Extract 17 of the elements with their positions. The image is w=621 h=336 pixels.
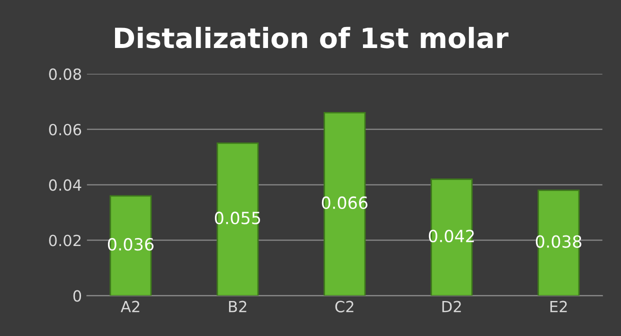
bar xyxy=(110,195,152,296)
data-label: 0.038 xyxy=(536,235,582,248)
y-tick-label: 0 xyxy=(73,290,82,302)
x-tick-label: B2 xyxy=(229,300,246,312)
y-tick-label: 0.02 xyxy=(49,234,81,246)
bar xyxy=(538,190,580,296)
x-tick-label: E2 xyxy=(550,300,567,312)
x-tick-label: A2 xyxy=(120,300,140,312)
x-tick-label: C2 xyxy=(335,300,354,312)
y-tick-label: 0.06 xyxy=(49,124,82,136)
y-tick-label: 0.08 xyxy=(49,68,82,80)
y-tick-label: 0.04 xyxy=(49,179,82,191)
x-tick-label: D2 xyxy=(442,300,461,312)
bar xyxy=(430,178,473,296)
bar xyxy=(324,112,366,296)
chart-title: Distalization of 1st molar xyxy=(115,26,508,48)
bar xyxy=(216,142,259,296)
